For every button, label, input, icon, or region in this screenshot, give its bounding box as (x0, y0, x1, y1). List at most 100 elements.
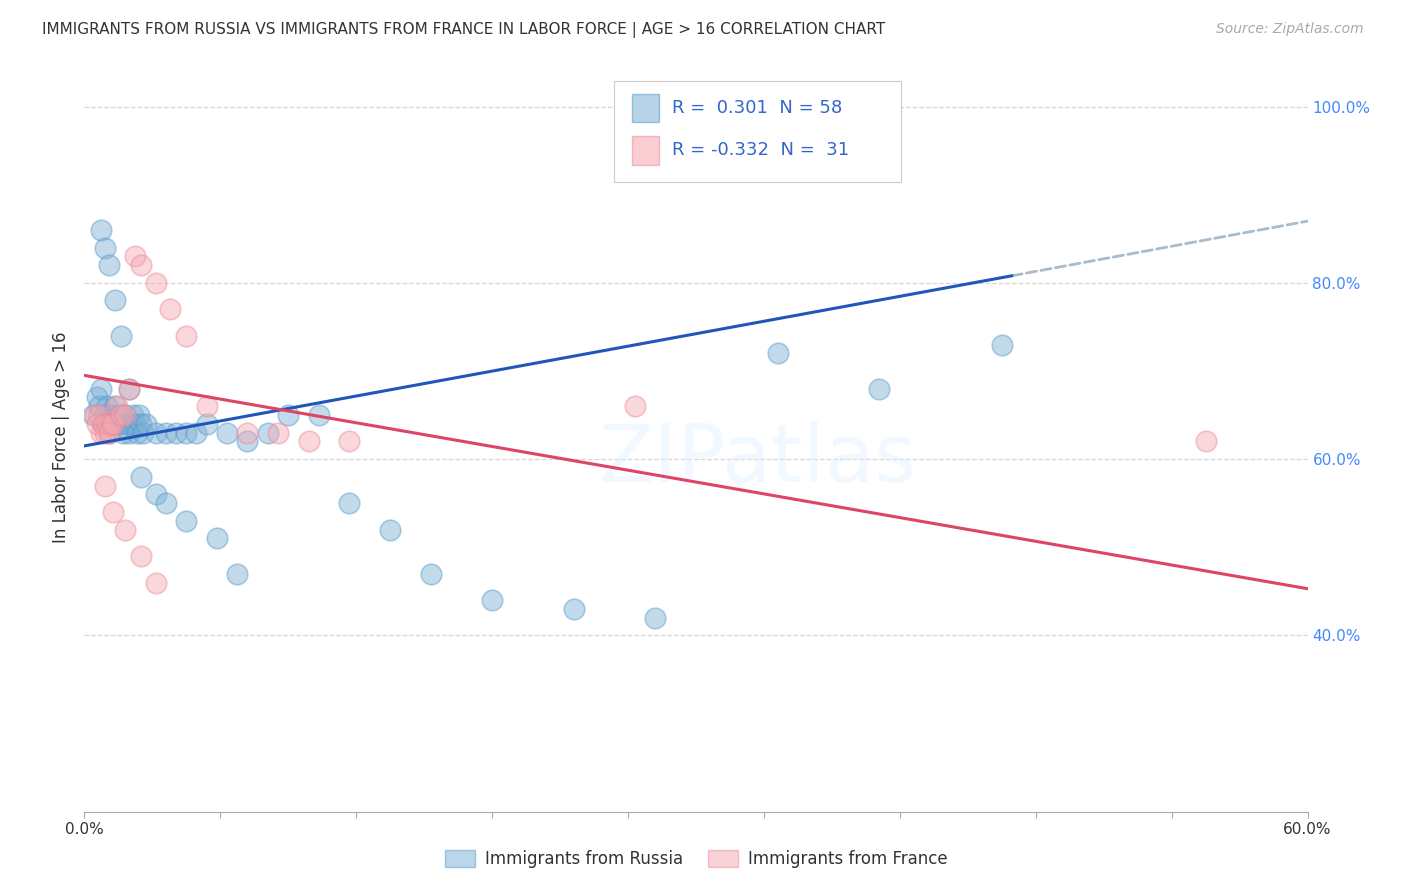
Point (96, 417, 118, 431)
Text: ZIPatlas: ZIPatlas (598, 420, 917, 499)
Point (132, 425, 155, 440)
Point (420, 566, 443, 581)
Point (1195, 434, 1218, 449)
Point (120, 417, 142, 431)
Point (118, 382, 141, 396)
Point (100, 417, 122, 431)
FancyBboxPatch shape (633, 136, 659, 164)
Point (298, 434, 321, 449)
Point (131, 549, 153, 563)
Point (128, 408, 150, 422)
Point (131, 469, 153, 483)
Text: R =  0.301  N = 58: R = 0.301 N = 58 (672, 99, 842, 117)
Point (145, 276, 167, 290)
Legend: Immigrants from Russia, Immigrants from France: Immigrants from Russia, Immigrants from … (437, 843, 955, 874)
Point (339, 434, 361, 449)
Point (108, 408, 131, 422)
Point (93, 425, 115, 440)
Point (87, 399, 110, 413)
Point (83, 408, 105, 422)
Point (217, 425, 239, 440)
Point (124, 417, 146, 431)
Point (127, 425, 149, 440)
Point (82, 408, 104, 422)
Point (991, 337, 1014, 351)
Point (195, 399, 218, 413)
Point (562, 602, 585, 616)
Point (104, 293, 127, 308)
Point (93, 241, 115, 255)
Y-axis label: In Labor Force | Age > 16: In Labor Force | Age > 16 (52, 331, 70, 543)
Point (86, 417, 108, 431)
Point (644, 611, 666, 625)
Point (104, 399, 127, 413)
Text: IMMIGRANTS FROM RUSSIA VS IMMIGRANTS FROM FRANCE IN LABOR FORCE | AGE > 16 CORRE: IMMIGRANTS FROM RUSSIA VS IMMIGRANTS FRO… (42, 22, 886, 38)
Point (165, 425, 187, 440)
Point (122, 408, 145, 422)
Point (112, 425, 135, 440)
Point (277, 408, 299, 422)
Point (118, 425, 141, 440)
Point (101, 505, 124, 519)
Point (101, 408, 124, 422)
Point (226, 566, 249, 581)
Point (174, 425, 197, 440)
Point (267, 425, 290, 440)
Point (90, 223, 112, 237)
Point (174, 514, 197, 528)
Point (186, 425, 208, 440)
Point (131, 417, 153, 431)
Point (105, 399, 128, 413)
Point (115, 417, 138, 431)
Point (114, 408, 136, 422)
Point (100, 417, 122, 431)
Point (118, 382, 141, 396)
Point (308, 408, 330, 422)
Point (766, 346, 789, 360)
Point (86, 391, 108, 405)
Point (380, 523, 402, 537)
FancyBboxPatch shape (633, 94, 659, 122)
Point (205, 532, 228, 546)
Point (145, 575, 167, 590)
Point (174, 328, 197, 343)
Point (155, 425, 177, 440)
Point (90, 382, 112, 396)
Point (93, 408, 115, 422)
Point (124, 249, 146, 263)
Point (97, 425, 120, 440)
Point (339, 496, 361, 510)
Point (135, 417, 157, 431)
Point (236, 425, 259, 440)
Point (159, 302, 181, 317)
Point (257, 425, 280, 440)
Point (91, 417, 114, 431)
Point (105, 417, 128, 431)
Point (110, 328, 132, 343)
Point (114, 523, 136, 537)
Point (110, 408, 132, 422)
Point (145, 425, 167, 440)
FancyBboxPatch shape (614, 81, 901, 182)
Point (87, 408, 110, 422)
Point (97, 425, 120, 440)
Point (195, 417, 218, 431)
Point (96, 399, 118, 413)
Point (93, 478, 115, 492)
Point (145, 487, 167, 501)
Point (236, 434, 259, 449)
Point (91, 417, 114, 431)
Point (90, 425, 112, 440)
Point (155, 496, 177, 510)
Point (114, 408, 136, 422)
Point (654, 99, 676, 113)
Point (110, 417, 132, 431)
Text: Source: ZipAtlas.com: Source: ZipAtlas.com (1216, 22, 1364, 37)
Point (131, 258, 153, 272)
Point (624, 399, 647, 413)
Point (481, 593, 503, 607)
Point (869, 382, 891, 396)
Point (101, 417, 124, 431)
Text: R = -0.332  N =  31: R = -0.332 N = 31 (672, 141, 849, 160)
Point (97, 258, 120, 272)
